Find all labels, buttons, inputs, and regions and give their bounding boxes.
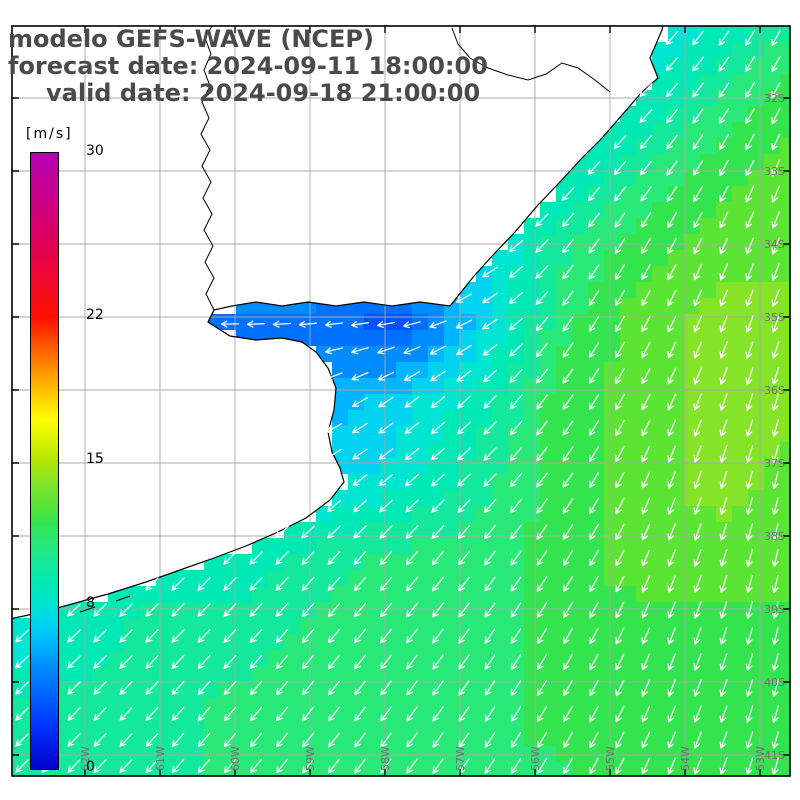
land-polygon — [0, 0, 668, 621]
lat-label: 36S — [764, 384, 785, 397]
lon-label: 58W — [379, 746, 392, 771]
lat-label: 34S — [764, 238, 785, 251]
lat-label: 39S — [764, 603, 785, 616]
lat-label: 41S — [764, 749, 785, 762]
lat-label: 38S — [764, 530, 785, 543]
lon-label: 60W — [229, 746, 242, 771]
coastline — [12, 26, 664, 620]
lon-label: 53W — [754, 746, 767, 771]
lat-label: 40S — [764, 676, 785, 689]
lat-label: 32S — [764, 92, 785, 105]
frame-ticks — [12, 26, 790, 776]
wind-arrows — [15, 29, 781, 775]
lat-label: 37S — [764, 457, 785, 470]
river-line — [451, 27, 611, 93]
river-line — [79, 606, 96, 613]
river-line — [115, 595, 131, 602]
lon-label: 55W — [604, 746, 617, 771]
colorbar — [30, 152, 59, 770]
lon-label: 59W — [304, 746, 317, 771]
lon-label: 57W — [454, 746, 467, 771]
colorbar-tick-label: 15 — [86, 451, 104, 467]
lon-label: 54W — [679, 746, 692, 771]
colorbar-units-label: [m/s] — [26, 126, 73, 142]
lon-label: 56W — [529, 746, 542, 771]
river-line — [200, 26, 215, 311]
lat-label: 35S — [764, 311, 785, 324]
lat-label: 33S — [764, 165, 785, 178]
colorbar-tick-label: 0 — [86, 759, 95, 775]
lon-label: 62W — [79, 746, 92, 771]
grid-lines — [12, 26, 790, 776]
forecast-date-line: forecast date: 2024-09-11 18:00:00 — [8, 52, 488, 80]
valid-date-line: valid date: 2024-09-18 21:00:00 — [46, 79, 481, 107]
colorbar-tick-label: 8 — [86, 594, 95, 611]
colorbar-tick-label: 30 — [86, 143, 104, 159]
model-title: modelo GEFS-WAVE (NCEP) — [8, 25, 374, 53]
lon-label: 61W — [154, 746, 167, 771]
map-frame — [11, 25, 791, 777]
map-layers — [0, 0, 790, 776]
colorbar-tick-label: 22 — [86, 307, 104, 324]
